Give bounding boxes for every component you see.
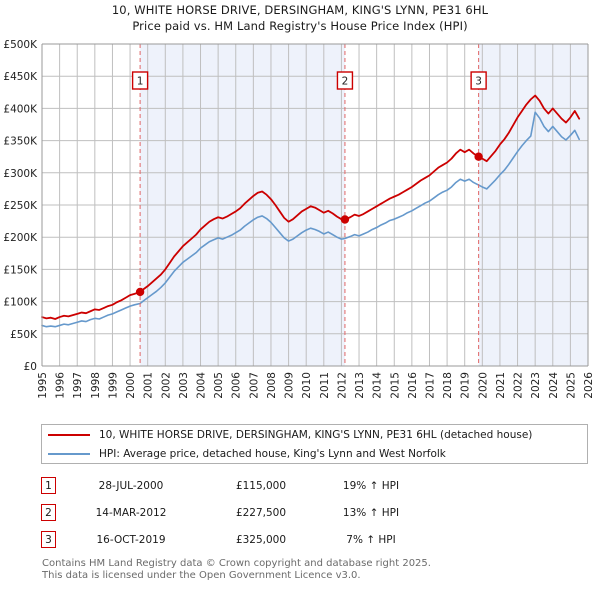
- y-axis-tick-label: £150K: [3, 264, 38, 276]
- legend-item-hpi: HPI: Average price, detached house, King…: [42, 444, 587, 463]
- legend-swatch-property-icon: [48, 433, 90, 436]
- x-axis-tick-label: 2014: [372, 372, 384, 399]
- x-axis-tick-label: 2015: [389, 372, 401, 399]
- title-subtitle: Price paid vs. HM Land Registry's House …: [132, 19, 468, 33]
- x-axis-tick-label: 2022: [513, 372, 525, 399]
- event-callout-box: [336, 71, 354, 90]
- table-row: 2 14-MAR-2012 £227,500 13% ↑ HPI: [41, 499, 471, 526]
- x-axis-tick-label: 2005: [213, 372, 225, 399]
- y-axis-tick-label: £100K: [3, 297, 38, 309]
- txn-hpi-delta: 7% ↑ HPI: [346, 533, 396, 546]
- x-axis-tick-label: 2025: [565, 372, 577, 399]
- x-axis-tick-label: 2009: [284, 372, 296, 399]
- event-marker-dot: [135, 287, 145, 297]
- transactions-table: 1 28-JUL-2000 £115,000 19% ↑ HPI 2 14-MA…: [41, 472, 471, 553]
- x-axis-tick-label: 1998: [90, 372, 102, 399]
- event-callout-box: [470, 71, 487, 90]
- x-axis-tick-label: 2024: [548, 372, 560, 399]
- x-axis-tick-label: 1997: [72, 372, 84, 399]
- event-callout-box: [131, 71, 149, 90]
- y-axis-tick-label: £450K: [3, 71, 38, 83]
- table-row: 3 16-OCT-2019 £325,000 7% ↑ HPI: [41, 526, 471, 553]
- x-axis-tick-label: 2018: [442, 372, 454, 399]
- series-line-hpi: [41, 111, 580, 328]
- legend-label-property: 10, WHITE HORSE DRIVE, DERSINGHAM, KING'…: [99, 428, 533, 441]
- legend-item-property: 10, WHITE HORSE DRIVE, DERSINGHAM, KING'…: [42, 425, 587, 444]
- x-axis-tick-label: 2019: [460, 372, 472, 399]
- event-marker-dot: [340, 215, 350, 224]
- event-callout-label: 3: [475, 76, 482, 88]
- page-title: 10, WHITE HORSE DRIVE, DERSINGHAM, KING'…: [0, 2, 600, 34]
- event-callout-label: 2: [342, 76, 349, 88]
- x-axis-tick-label: 2004: [196, 372, 208, 399]
- x-axis-tick-label: 2011: [319, 372, 331, 399]
- y-axis-tick-label: £50K: [10, 329, 38, 341]
- table-row: 1 28-JUL-2000 £115,000 19% ↑ HPI: [41, 472, 471, 499]
- x-axis-tick-label: 1995: [37, 372, 49, 399]
- y-axis-tick-label: £300K: [3, 168, 38, 180]
- x-axis-tick-label: 2006: [231, 372, 243, 399]
- footer-licence: This data is licensed under the Open Gov…: [42, 570, 361, 581]
- x-axis-tick-label: 2013: [354, 372, 366, 399]
- txn-hpi-delta: 19% ↑ HPI: [342, 479, 400, 492]
- legend-swatch-hpi-icon: [48, 452, 90, 455]
- x-axis-tick-label: 2020: [477, 372, 489, 399]
- txn-date: 14-MAR-2012: [95, 506, 167, 519]
- legend-label-hpi: HPI: Average price, detached house, King…: [99, 447, 446, 460]
- y-axis-tick-label: £400K: [3, 103, 38, 115]
- x-axis-tick-label: 2023: [530, 372, 542, 399]
- chart-svg: £0 £50K £100K £150K £200K £250K £300K £350K £400…: [3, 39, 595, 399]
- chart-plot-area: £0 £50K £100K £150K £200K £250K £300K £350K £400…: [3, 39, 595, 399]
- y-axis-tick-label: £250K: [3, 200, 38, 212]
- txn-hpi-delta: 13% ↑ HPI: [342, 506, 400, 519]
- txn-price: £227,500: [235, 506, 287, 519]
- y-axis-tick-label: £200K: [3, 232, 38, 244]
- x-axis-tick-label: 2021: [495, 372, 507, 399]
- chart-legend: 10, WHITE HORSE DRIVE, DERSINGHAM, KING'…: [41, 424, 588, 464]
- y-axis-tick-label: £350K: [3, 136, 38, 148]
- footer-attribution: Contains HM Land Registry data © Crown c…: [42, 558, 582, 582]
- series-line-property: [41, 94, 581, 320]
- event-callout-label: 1: [137, 76, 144, 88]
- x-axis-tick-label: 2012: [336, 372, 348, 399]
- x-axis-tick-label: 2017: [424, 372, 436, 399]
- txn-date: 16-OCT-2019: [96, 533, 166, 546]
- txn-marker-badge: 3: [41, 531, 56, 548]
- y-axis-tick-label: £500K: [3, 39, 38, 51]
- x-axis-tick-label: 2002: [160, 372, 172, 399]
- x-axis-tick-label: 2026: [583, 372, 595, 399]
- footer-copyright: Contains HM Land Registry data © Crown c…: [42, 558, 431, 569]
- x-axis-tick-label: 2008: [266, 372, 278, 399]
- y-axis-tick-label: £0: [24, 361, 37, 373]
- txn-marker-badge: 1: [41, 477, 56, 494]
- x-axis-tick-label: 2000: [125, 372, 137, 399]
- x-axis-tick-label: 2016: [407, 372, 419, 399]
- txn-price: £115,000: [235, 479, 287, 492]
- txn-date: 28-JUL-2000: [98, 479, 164, 492]
- title-address: 10, WHITE HORSE DRIVE, DERSINGHAM, KING'…: [111, 3, 489, 17]
- event-marker-dot: [474, 152, 483, 161]
- txn-price: £325,000: [235, 533, 287, 546]
- x-axis-tick-label: 2001: [143, 372, 155, 399]
- txn-marker-badge: 2: [41, 504, 56, 521]
- x-axis-tick-label: 2003: [178, 372, 190, 399]
- x-axis-tick-label: 1996: [55, 372, 67, 399]
- x-axis-tick-label: 2007: [248, 372, 260, 399]
- x-axis-tick-label: 2010: [301, 372, 313, 399]
- x-axis-tick-label: 1999: [107, 372, 119, 399]
